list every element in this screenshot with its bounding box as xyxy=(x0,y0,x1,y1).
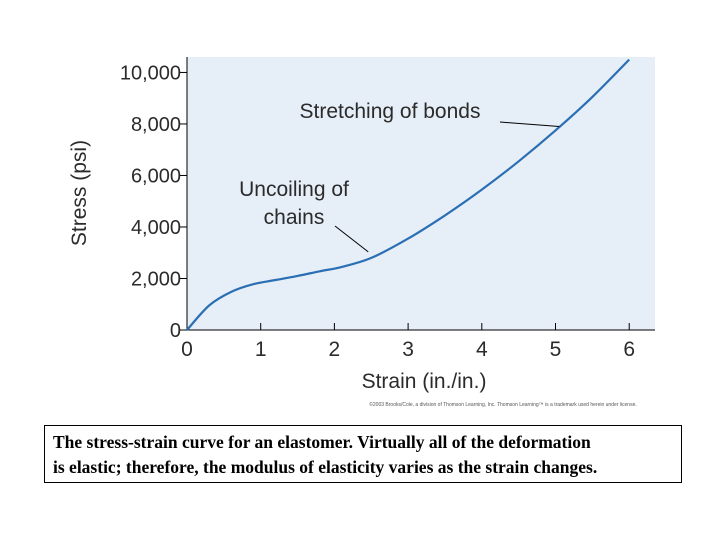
y-tick-label: 2,000 xyxy=(131,268,181,290)
ticks: 0 2,000 4,000 6,000 8,000 10,000 0 1 2 3 4 5 6 xyxy=(120,62,635,361)
plot-area xyxy=(187,57,655,330)
figure-caption: The stress-strain curve for an elastomer… xyxy=(44,425,682,483)
x-tick-label: 6 xyxy=(623,338,635,361)
x-tick-label: 0 xyxy=(181,338,193,361)
x-tick-label: 1 xyxy=(255,338,267,361)
x-tick-label: 2 xyxy=(329,338,341,361)
stress-strain-curve xyxy=(186,58,630,331)
y-tick-label: 6,000 xyxy=(131,165,181,187)
annotations: Stretching of bonds Uncoiling of chains xyxy=(239,100,560,253)
annotation-stretching-of-bonds: Stretching of bonds xyxy=(300,100,481,123)
y-tick-label: 10,000 xyxy=(120,62,181,84)
annotation-pointer-bonds xyxy=(499,121,560,128)
y-axis-label: Stress (psi) xyxy=(68,140,91,246)
y-tick-label: 0 xyxy=(170,320,181,342)
stress-strain-chart: 0 2,000 4,000 6,000 8,000 10,000 0 1 2 3 4 5 6 Stret… xyxy=(68,57,655,408)
x-tick-label: 4 xyxy=(476,338,488,361)
copyright-credit: ©2003 Brooks/Cole, a division of Thomson… xyxy=(369,401,637,408)
series-group xyxy=(186,58,630,331)
y-tick-label: 4,000 xyxy=(131,217,181,239)
annotation-pointer-chains xyxy=(334,225,369,253)
y-tick-label: 8,000 xyxy=(131,114,181,136)
annotation-uncoiling-line1: Uncoiling of xyxy=(239,178,349,201)
x-axis-label: Strain (in./in.) xyxy=(362,370,487,393)
x-tick-label: 3 xyxy=(402,338,414,361)
annotation-uncoiling-line2: chains xyxy=(264,206,325,229)
axes xyxy=(186,57,655,331)
caption-line-2: is elastic; therefore, the modulus of el… xyxy=(53,457,598,477)
caption-line-1: The stress-strain curve for an elastomer… xyxy=(53,432,591,452)
x-tick-label: 5 xyxy=(550,338,562,361)
